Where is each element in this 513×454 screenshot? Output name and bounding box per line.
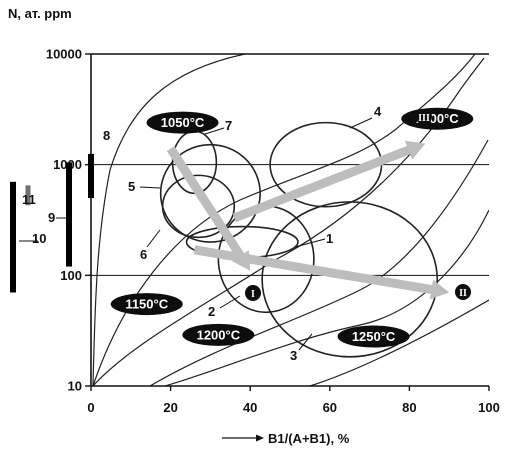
leader-line (294, 238, 326, 248)
trend-III-marker (416, 109, 432, 125)
trend-II-marker (455, 284, 471, 300)
region-1-label: 1 (326, 231, 333, 246)
x-tick-label: 60 (323, 400, 337, 415)
trend-I-marker (245, 285, 261, 301)
isotherm-curve (164, 209, 489, 386)
trend-I-label: I (251, 289, 255, 300)
x-axis-title: B1/(A+B1), % (268, 431, 350, 446)
trend-II-label: II (459, 288, 467, 299)
side-bar-8 (88, 153, 94, 198)
region-5-label: 5 (128, 179, 135, 194)
trend-arrows (166, 140, 450, 300)
x-tick-label: 100 (478, 400, 500, 415)
isotherm-curve (309, 299, 489, 386)
isotherm-label: 1250°C (352, 329, 396, 344)
leader-line (219, 295, 241, 309)
y-tick-label: 100 (60, 268, 82, 283)
region-3-label: 3 (290, 348, 297, 363)
y-tick-label: 10 (68, 379, 82, 394)
side-bar-9 (66, 162, 72, 267)
side-bar-10-label: 10 (32, 231, 46, 246)
isotherm-label: 1200°C (197, 327, 241, 342)
side-bar-8-label: 8 (103, 128, 110, 143)
side-bar-9-label: 9 (48, 210, 55, 225)
leader-line (349, 117, 373, 129)
x-tick-label: 20 (163, 400, 177, 415)
tick-labels: 10100100010000020406080100 (46, 47, 500, 416)
y-tick-label: 10000 (46, 47, 82, 62)
isotherm-label-badge (182, 323, 255, 346)
leader-line (204, 127, 225, 135)
trend-III-label: III (418, 113, 430, 124)
isotherm-label: 1050°C (161, 115, 205, 130)
isotherm-label-badge (110, 293, 183, 316)
y-axis-title: N, ат. ppm (8, 6, 72, 21)
leader-line (298, 333, 313, 351)
grid-lines (91, 164, 489, 276)
isotherm-label-badge (146, 111, 219, 134)
x-axis-title-group: B1/(A+B1), % (222, 431, 350, 446)
region-4-label: 4 (374, 104, 382, 119)
region-6-label: 6 (140, 247, 147, 262)
region-3-ellipse (261, 201, 439, 358)
isotherm-curve (92, 54, 246, 386)
isotherm-label-badge (337, 325, 410, 348)
region-7-label: 7 (225, 118, 232, 133)
region-6-ellipse (161, 174, 236, 239)
trend-II-arrow (193, 245, 450, 300)
x-tick-label: 80 (402, 400, 416, 415)
isotherm-label: 1150°C (125, 297, 168, 312)
isotherm-curve (92, 54, 476, 386)
region-5-ellipse (159, 143, 261, 243)
x-tick-label: 0 (87, 400, 94, 415)
isotherm-curve (92, 57, 485, 386)
side-bars (10, 153, 94, 293)
side-bar-11 (25, 185, 31, 206)
isotherm-curves (92, 54, 489, 386)
leader-line (139, 186, 161, 189)
trend-I-arrow (166, 146, 251, 271)
side-bar-11-label: 11 (22, 192, 36, 207)
axes (90, 53, 489, 387)
region-2-label: 2 (208, 304, 215, 319)
side-bar-10 (10, 181, 16, 293)
x-tick-label: 40 (243, 400, 257, 415)
trend-III-arrow (232, 140, 426, 223)
leader-line (146, 229, 161, 248)
isotherm-curve (149, 139, 489, 386)
